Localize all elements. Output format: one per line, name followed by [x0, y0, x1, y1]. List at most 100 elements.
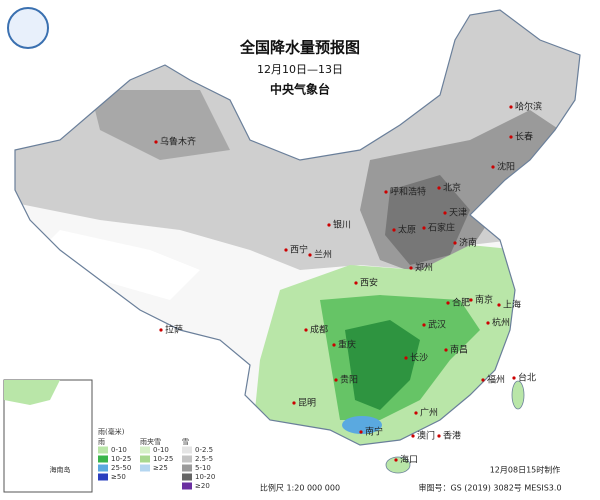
city-dot — [334, 378, 338, 382]
city-dot — [469, 298, 473, 302]
city-dot — [509, 105, 513, 109]
legend-label: 10-25 — [111, 455, 131, 463]
city-label: 杭州 — [492, 317, 510, 329]
legend-swatch — [140, 455, 150, 463]
city-label: 兰州 — [314, 249, 332, 261]
city-label: 重庆 — [338, 339, 356, 351]
city-label: 西安 — [360, 277, 378, 289]
city-dot — [308, 253, 312, 257]
city-dot — [359, 430, 363, 434]
city-dot — [394, 458, 398, 462]
city-dot — [509, 135, 513, 139]
city-label: 广州 — [420, 407, 438, 419]
city-dot — [384, 190, 388, 194]
city-label: 长春 — [515, 131, 533, 143]
city-label: 合肥 — [452, 297, 470, 309]
city-dot — [437, 434, 441, 438]
city-dot — [443, 211, 447, 215]
city-label: 沈阳 — [497, 161, 515, 173]
city-label: 太原 — [398, 224, 416, 236]
footer-made: 12月08日15时制作 — [490, 465, 561, 475]
legend-label: 25-50 — [111, 464, 131, 472]
legend-label: ≥50 — [111, 473, 126, 481]
logo — [7, 7, 49, 49]
city-dot — [392, 228, 396, 232]
legend-swatch — [140, 464, 150, 472]
legend-group-title: 雪 — [182, 438, 189, 446]
legend-swatch — [182, 455, 192, 463]
city-label: 台北 — [518, 372, 536, 384]
city-dot — [453, 241, 457, 245]
city-dot — [159, 328, 163, 332]
legend-swatch — [98, 446, 108, 454]
city-dot — [491, 165, 495, 169]
city-label: 西宁 — [290, 244, 308, 256]
footer-scale: 比例尺 1:20 000 000 — [260, 483, 340, 493]
city-label: 澳门 — [417, 430, 435, 442]
legend-label: 10-25 — [153, 455, 173, 463]
city-dot — [414, 411, 418, 415]
city-dot — [446, 301, 450, 305]
legend-label: 2.5-5 — [195, 455, 213, 463]
city-label: 北京 — [443, 182, 461, 194]
city-dot — [497, 303, 501, 307]
legend-label: ≥20 — [195, 482, 210, 490]
city-dot — [481, 378, 485, 382]
city-dot — [486, 321, 490, 325]
city-label: 拉萨 — [165, 324, 183, 336]
city-dot — [444, 348, 448, 352]
city-label: 乌鲁木齐 — [160, 136, 196, 148]
city-label: 银川 — [333, 219, 351, 231]
hainan — [385, 456, 411, 474]
legend-swatch — [182, 464, 192, 472]
footer-approval: 审图号：GS (2019) 3082号 MESIS3.0 — [418, 483, 561, 493]
city-label: 昆明 — [298, 398, 316, 409]
subtitle: 12月10日—13日 — [257, 63, 343, 76]
legend-label: 0-10 — [153, 446, 169, 454]
city-dot — [411, 434, 415, 438]
legend-group-title: 雨 — [98, 438, 105, 446]
city-label: 济南 — [459, 237, 477, 249]
city-dot — [332, 343, 336, 347]
city-label: 成都 — [310, 324, 328, 336]
city-dot — [154, 140, 158, 144]
border — [14, 9, 581, 446]
taiwan — [511, 380, 525, 410]
legend-swatch — [182, 482, 192, 490]
legend: 雨(毫米)雨0-1010-2525-50≥50雨夹雪0-1010-25≥25雪0… — [98, 427, 215, 490]
city-label: 哈尔滨 — [515, 101, 542, 113]
inset-land — [4, 380, 60, 405]
legend-label: ≥25 — [153, 464, 168, 472]
city-label: 贵阳 — [340, 374, 358, 386]
city-label: 呼和浩特 — [390, 186, 426, 198]
city-label: 海口 — [400, 454, 418, 466]
legend-label: 5-10 — [195, 464, 211, 472]
city-label: 南宁 — [365, 426, 383, 438]
city-dot — [422, 226, 426, 230]
city-dot — [284, 248, 288, 252]
city-dot — [512, 376, 516, 380]
city-dot — [404, 356, 408, 360]
city-label: 南京 — [475, 294, 493, 306]
inset-label: 海南岛 — [50, 465, 71, 474]
city-label: 香港 — [443, 430, 461, 442]
city-dot — [327, 223, 331, 227]
legend-group-title: 雨夹雪 — [140, 437, 161, 446]
legend-swatch — [98, 464, 108, 472]
city-dot — [422, 323, 426, 327]
legend-swatch — [98, 473, 108, 481]
city-dot — [292, 401, 296, 405]
legend-swatch — [98, 455, 108, 463]
legend-label: 0-10 — [111, 446, 127, 454]
legend-label: 10-20 — [195, 473, 215, 481]
city-dot — [409, 266, 413, 270]
city-label: 南昌 — [450, 344, 468, 356]
legend-swatch — [182, 446, 192, 454]
city-label: 长沙 — [410, 352, 428, 364]
city-dot — [437, 186, 441, 190]
city-label: 武汉 — [428, 319, 446, 331]
title: 全国降水量预报图 — [239, 39, 360, 57]
